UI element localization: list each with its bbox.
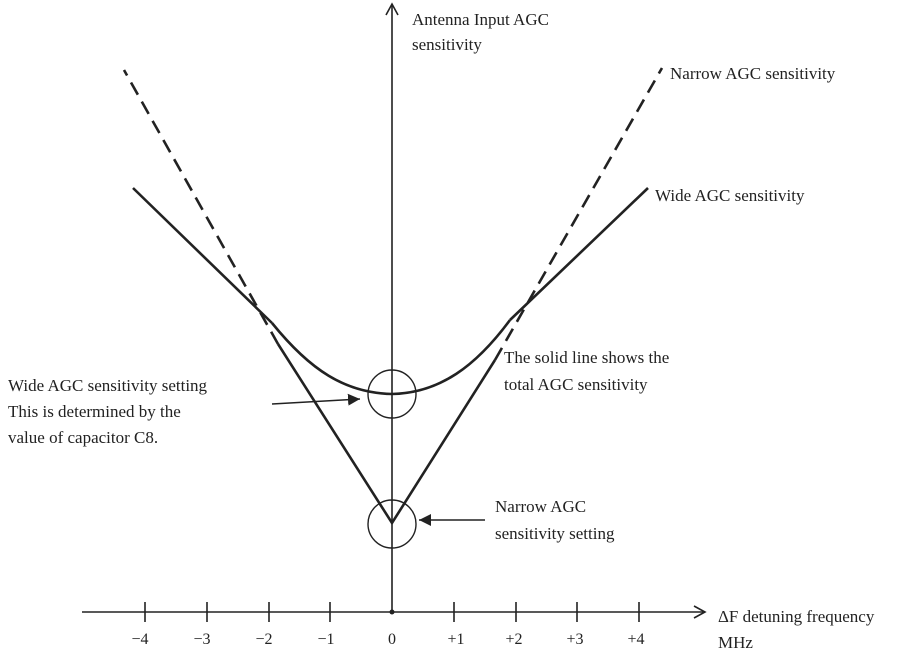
total-sensitivity-curve	[270, 319, 512, 396]
narrow-sensitivity-curve	[122, 67, 664, 526]
total-sensitivity-note: The solid line shows the total AGC sensi…	[504, 348, 669, 394]
note-line: value of capacitor C8.	[8, 428, 158, 447]
narrow-curve-solid	[276, 343, 497, 526]
wide-setting-circle	[367, 369, 417, 419]
note-line: The solid line shows the	[504, 348, 669, 367]
wide-setting-note: Wide AGC sensitivity setting This is det…	[8, 376, 208, 447]
narrow-setting-circle	[367, 499, 417, 549]
x-axis-ticks	[144, 602, 640, 622]
narrow-setting-note: Narrow AGC sensitivity setting	[495, 497, 615, 543]
narrow-curve-dashed-right	[493, 67, 664, 361]
x-axis-label: ΔF detuning frequency MHz	[718, 607, 875, 652]
y-axis-label: Antenna Input AGC sensitivity	[412, 10, 549, 54]
wide-curve-right	[509, 187, 649, 321]
origin-dot	[389, 609, 395, 615]
tick-label: +1	[447, 631, 464, 648]
tick-label: +2	[505, 631, 522, 648]
tick-label: +4	[627, 631, 644, 648]
wide-curve-label: Wide AGC sensitivity	[655, 186, 805, 205]
note-line: sensitivity setting	[495, 524, 615, 543]
x-axis-label-line1: ΔF detuning frequency	[718, 607, 875, 626]
narrow-curve-dashed-left	[122, 69, 280, 345]
note-line: Wide AGC sensitivity setting	[8, 376, 208, 395]
tick-label: −4	[131, 631, 148, 648]
wide-curve-left	[132, 187, 273, 324]
tick-label: 0	[388, 631, 396, 648]
x-axis-tick-labels: −4 −3 −2 −1 0 +1 +2 +3 +4	[131, 631, 644, 648]
tick-label: −2	[255, 631, 272, 648]
wide-setting-arrow	[271, 393, 361, 406]
x-axis-label-line2: MHz	[718, 633, 753, 652]
note-line: Narrow AGC	[495, 497, 586, 516]
tick-label: +3	[566, 631, 583, 648]
narrow-curve-label: Narrow AGC sensitivity	[670, 64, 836, 83]
note-line: total AGC sensitivity	[504, 375, 648, 394]
y-axis-label-line1: Antenna Input AGC	[412, 10, 549, 29]
tick-label: −3	[193, 631, 210, 648]
y-axis-label-line2: sensitivity	[412, 35, 482, 54]
tick-label: −1	[317, 631, 334, 648]
note-line: This is determined by the	[8, 402, 181, 421]
wide-sensitivity-curve	[132, 187, 649, 324]
